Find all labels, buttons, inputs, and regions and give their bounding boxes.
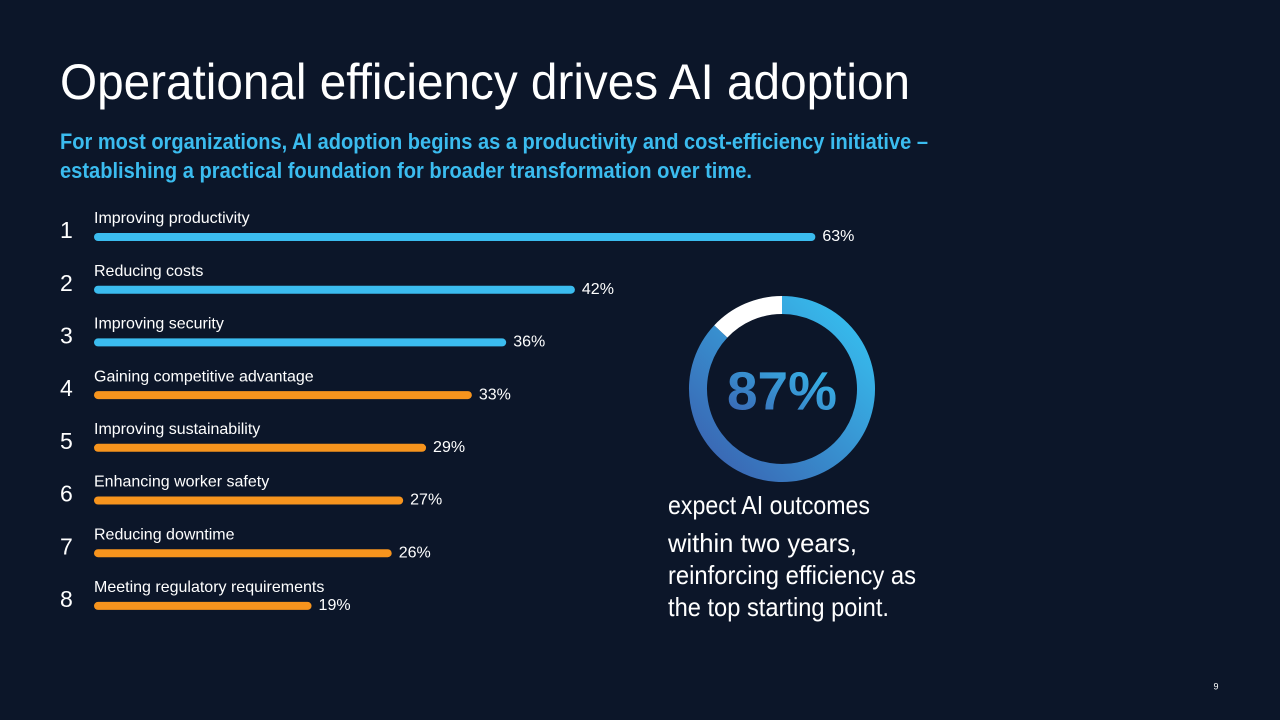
rank: 2	[60, 270, 73, 296]
title: Operational efficiency drives AI adoptio…	[60, 54, 910, 110]
rank: 3	[60, 322, 73, 348]
category-label: Gaining competitive advantage	[94, 368, 314, 385]
rank: 1	[60, 217, 73, 243]
donut-arc	[689, 296, 875, 482]
bar	[94, 391, 472, 400]
value-label: 33%	[479, 386, 511, 403]
bar	[94, 443, 427, 452]
donut-caption: within two years,	[667, 528, 857, 558]
value-label: 36%	[513, 334, 545, 351]
bar	[94, 338, 507, 347]
donut-value-label: 87%	[727, 361, 837, 421]
category-label: Enhancing worker safety	[94, 474, 269, 491]
donut-caption: the top starting point.	[668, 592, 889, 622]
value-label: 42%	[582, 281, 614, 298]
category-label: Improving sustainability	[94, 421, 260, 438]
bar	[94, 496, 404, 505]
donut-caption: expect AI outcomes	[668, 490, 870, 520]
value-label: 63%	[822, 228, 854, 245]
bar	[94, 549, 392, 558]
rank: 5	[60, 428, 73, 454]
category-label: Improving security	[94, 316, 224, 333]
bar	[94, 601, 312, 610]
donut-remainder	[714, 296, 783, 338]
category-label: Meeting regulatory requirements	[94, 579, 324, 596]
subtitle: establishing a practical foundation for …	[60, 158, 752, 183]
rank: 6	[60, 481, 73, 507]
rank: 4	[60, 375, 73, 401]
bar	[94, 285, 575, 294]
page-number: 9	[1213, 681, 1218, 691]
donut-caption: reinforcing efficiency as	[668, 560, 916, 590]
category-label: Reducing costs	[94, 263, 203, 280]
bar	[94, 233, 816, 241]
value-label: 27%	[410, 492, 442, 509]
value-label: 29%	[433, 439, 465, 456]
category-label: Improving productivity	[94, 210, 250, 227]
subtitle: For most organizations, AI adoption begi…	[60, 129, 928, 154]
value-label: 26%	[399, 544, 431, 561]
rank: 8	[60, 586, 73, 612]
value-label: 19%	[319, 597, 351, 614]
rank: 7	[60, 533, 73, 559]
category-label: Reducing downtime	[94, 526, 235, 543]
